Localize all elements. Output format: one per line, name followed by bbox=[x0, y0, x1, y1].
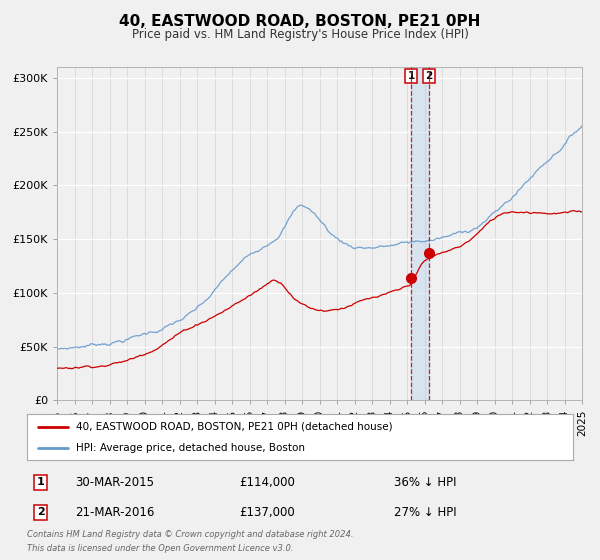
Text: 30-MAR-2015: 30-MAR-2015 bbox=[75, 476, 154, 489]
Text: 2: 2 bbox=[425, 71, 433, 81]
Text: 27% ↓ HPI: 27% ↓ HPI bbox=[394, 506, 457, 519]
Text: £137,000: £137,000 bbox=[239, 506, 295, 519]
Text: £114,000: £114,000 bbox=[239, 476, 295, 489]
Text: Contains HM Land Registry data © Crown copyright and database right 2024.: Contains HM Land Registry data © Crown c… bbox=[27, 530, 353, 539]
Text: 21-MAR-2016: 21-MAR-2016 bbox=[74, 506, 154, 519]
Text: HPI: Average price, detached house, Boston: HPI: Average price, detached house, Bost… bbox=[76, 443, 305, 453]
Text: 40, EASTWOOD ROAD, BOSTON, PE21 0PH (detached house): 40, EASTWOOD ROAD, BOSTON, PE21 0PH (det… bbox=[76, 422, 393, 432]
Text: 1: 1 bbox=[408, 71, 415, 81]
Text: 1: 1 bbox=[37, 477, 44, 487]
Text: Price paid vs. HM Land Registry's House Price Index (HPI): Price paid vs. HM Land Registry's House … bbox=[131, 28, 469, 41]
Text: 2: 2 bbox=[37, 507, 44, 517]
Text: 36% ↓ HPI: 36% ↓ HPI bbox=[394, 476, 457, 489]
Text: 40, EASTWOOD ROAD, BOSTON, PE21 0PH: 40, EASTWOOD ROAD, BOSTON, PE21 0PH bbox=[119, 14, 481, 29]
Bar bbox=[412, 67, 429, 400]
Text: This data is licensed under the Open Government Licence v3.0.: This data is licensed under the Open Gov… bbox=[27, 544, 293, 553]
